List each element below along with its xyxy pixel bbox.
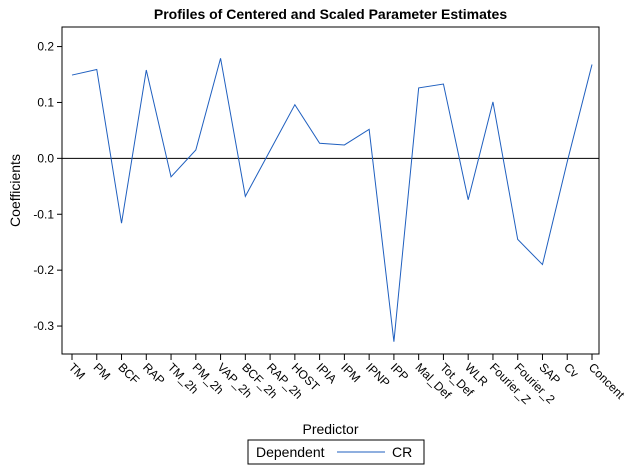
x-tick-label: IPNP <box>363 360 393 390</box>
y-tick-label: -0.2 <box>33 263 54 277</box>
x-tick-label: RAP <box>140 360 167 387</box>
x-tick-label: Concent <box>586 360 628 402</box>
legend: Dependent CR <box>247 439 425 465</box>
x-tick-label: PM <box>91 360 114 383</box>
y-tick-label: 0.1 <box>37 95 54 109</box>
y-tick-label: -0.1 <box>33 207 54 221</box>
x-tick-label: IPM <box>338 360 363 385</box>
y-axis-title: Coefficients <box>7 154 23 227</box>
y-tick-label: -0.3 <box>33 319 54 333</box>
x-tick-label: TM <box>66 360 88 382</box>
legend-entry-cr: CR <box>392 444 412 460</box>
x-tick-label: BCF <box>115 360 142 387</box>
plot-frame <box>61 26 600 355</box>
y-axis-ticks: -0.3 -0.2 -0.1 0.0 0.1 0.2 <box>33 40 62 333</box>
x-axis-ticks: TM PM BCFRAPTM_2hPM_2hVAP_2hBCF_2hRAP_2hHO… <box>66 354 628 407</box>
legend-box <box>247 439 425 465</box>
y-tick-label: 0.0 <box>37 151 54 165</box>
series-line-cr <box>71 58 593 342</box>
legend-title: Dependent <box>256 444 325 460</box>
x-tick-label: Cv <box>561 360 581 380</box>
y-tick-label: 0.2 <box>37 40 54 54</box>
x-axis-title: Predictor <box>302 421 358 437</box>
chart-title: Profiles of Centered and Scaled Paramete… <box>154 6 507 22</box>
